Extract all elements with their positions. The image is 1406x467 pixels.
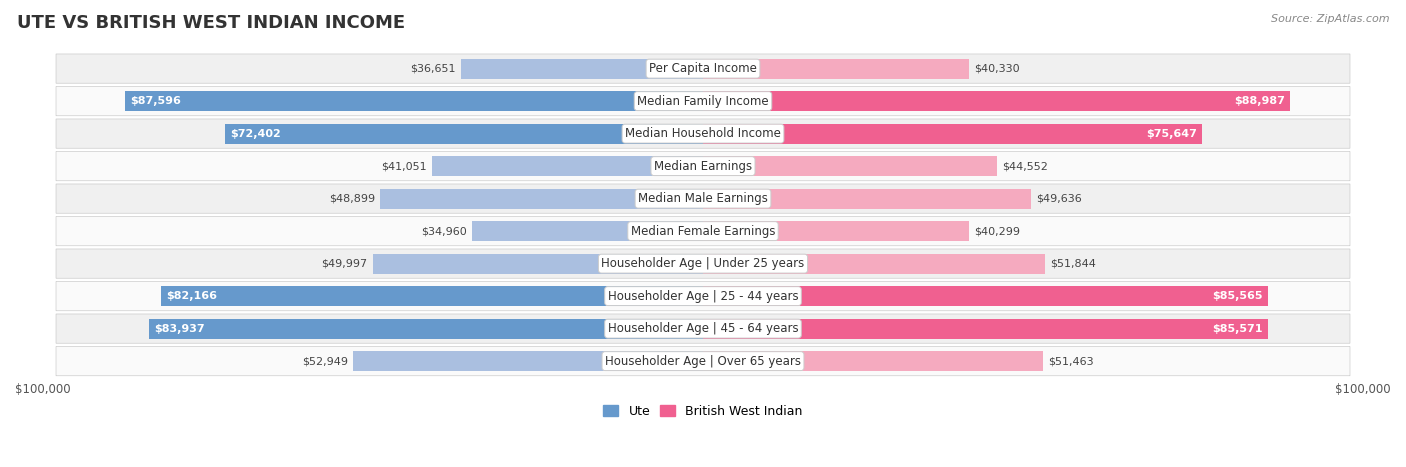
- FancyBboxPatch shape: [56, 151, 1350, 181]
- Bar: [703, 351, 1043, 371]
- Bar: [380, 189, 703, 209]
- Bar: [703, 91, 1291, 111]
- Text: Householder Age | 25 - 44 years: Householder Age | 25 - 44 years: [607, 290, 799, 303]
- Text: $41,051: $41,051: [381, 161, 426, 171]
- Text: $49,636: $49,636: [1036, 194, 1081, 204]
- Text: $48,899: $48,899: [329, 194, 375, 204]
- Bar: [472, 221, 703, 241]
- Text: $40,330: $40,330: [974, 64, 1021, 74]
- Text: Householder Age | Over 65 years: Householder Age | Over 65 years: [605, 354, 801, 368]
- Text: $44,552: $44,552: [1002, 161, 1049, 171]
- FancyBboxPatch shape: [56, 119, 1350, 148]
- Bar: [703, 156, 997, 176]
- FancyBboxPatch shape: [56, 314, 1350, 343]
- Text: Householder Age | 45 - 64 years: Householder Age | 45 - 64 years: [607, 322, 799, 335]
- Text: $85,571: $85,571: [1212, 324, 1263, 333]
- Text: Median Female Earnings: Median Female Earnings: [631, 225, 775, 238]
- Text: Median Male Earnings: Median Male Earnings: [638, 192, 768, 205]
- Bar: [703, 318, 1268, 339]
- Text: $88,987: $88,987: [1234, 96, 1285, 106]
- Text: $40,299: $40,299: [974, 226, 1021, 236]
- Text: Median Earnings: Median Earnings: [654, 160, 752, 173]
- Text: UTE VS BRITISH WEST INDIAN INCOME: UTE VS BRITISH WEST INDIAN INCOME: [17, 14, 405, 32]
- Text: $51,463: $51,463: [1047, 356, 1094, 366]
- Text: $75,647: $75,647: [1146, 128, 1197, 139]
- Bar: [373, 254, 703, 274]
- Bar: [703, 221, 969, 241]
- FancyBboxPatch shape: [56, 282, 1350, 311]
- Bar: [703, 58, 969, 78]
- Text: $85,565: $85,565: [1212, 291, 1263, 301]
- Text: Median Family Income: Median Family Income: [637, 95, 769, 107]
- Bar: [703, 124, 1202, 144]
- FancyBboxPatch shape: [56, 347, 1350, 376]
- Text: $51,844: $51,844: [1050, 259, 1097, 269]
- Text: $34,960: $34,960: [422, 226, 467, 236]
- Bar: [703, 286, 1268, 306]
- Text: Source: ZipAtlas.com: Source: ZipAtlas.com: [1271, 14, 1389, 24]
- Text: Householder Age | Under 25 years: Householder Age | Under 25 years: [602, 257, 804, 270]
- Bar: [432, 156, 703, 176]
- FancyBboxPatch shape: [56, 54, 1350, 83]
- Text: $49,997: $49,997: [322, 259, 367, 269]
- FancyBboxPatch shape: [56, 86, 1350, 116]
- FancyBboxPatch shape: [56, 217, 1350, 246]
- FancyBboxPatch shape: [56, 184, 1350, 213]
- Bar: [225, 124, 703, 144]
- Bar: [353, 351, 703, 371]
- Text: $87,596: $87,596: [129, 96, 181, 106]
- Bar: [703, 254, 1045, 274]
- Text: $82,166: $82,166: [166, 291, 217, 301]
- Text: Median Household Income: Median Household Income: [626, 127, 780, 140]
- Text: $36,651: $36,651: [411, 64, 456, 74]
- Bar: [703, 189, 1031, 209]
- Bar: [125, 91, 703, 111]
- Bar: [160, 286, 703, 306]
- Bar: [461, 58, 703, 78]
- Text: $83,937: $83,937: [155, 324, 205, 333]
- Text: $52,949: $52,949: [302, 356, 349, 366]
- FancyBboxPatch shape: [56, 249, 1350, 278]
- Legend: Ute, British West Indian: Ute, British West Indian: [599, 400, 807, 423]
- Text: $72,402: $72,402: [231, 128, 281, 139]
- Bar: [149, 318, 703, 339]
- Text: Per Capita Income: Per Capita Income: [650, 62, 756, 75]
